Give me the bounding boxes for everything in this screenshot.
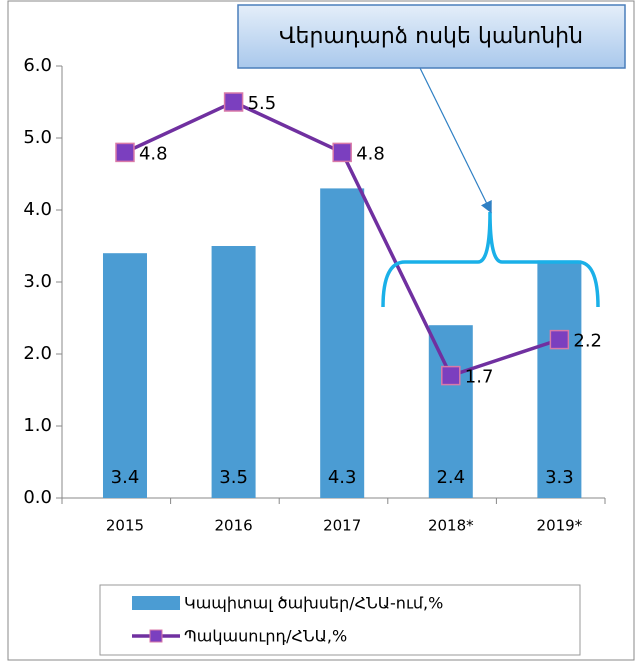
line-label: 4.8 bbox=[139, 143, 168, 164]
x-tick-label: 2018* bbox=[428, 517, 474, 535]
callout-text: Վերադարձ ոսկե կանոնին bbox=[279, 24, 583, 49]
bar-label: 2.4 bbox=[436, 467, 465, 488]
line-marker bbox=[549, 329, 570, 350]
line-marker bbox=[223, 92, 244, 112]
callout-box bbox=[237, 4, 626, 69]
bar bbox=[102, 253, 147, 498]
y-tick-label: 6.0 bbox=[23, 55, 52, 76]
bar bbox=[537, 260, 582, 498]
y-tick-label: 4.0 bbox=[23, 199, 52, 220]
line-label: 4.8 bbox=[356, 143, 385, 164]
line-marker bbox=[441, 365, 461, 386]
callout-arrow bbox=[419, 67, 492, 214]
bar bbox=[428, 325, 473, 498]
y-tick-label: 2.0 bbox=[23, 343, 52, 364]
bar bbox=[320, 188, 365, 498]
x-tick-label: 2017 bbox=[323, 517, 361, 535]
line-marker bbox=[332, 142, 352, 163]
line-label: 2.2 bbox=[573, 331, 602, 352]
line-marker bbox=[115, 142, 135, 163]
x-tick-label: 2016 bbox=[214, 517, 252, 535]
bar bbox=[211, 246, 256, 498]
plot: 0.0 1.0 2.0 3.0 4.0 5.0 6.0 2015 2016 2017 2018* 20… bbox=[23, 55, 606, 535]
x-tick-label: 2019* bbox=[537, 517, 583, 535]
bar-label: 4.3 bbox=[328, 467, 357, 488]
x-tick-label: 2015 bbox=[106, 517, 144, 535]
legend-marker bbox=[149, 629, 163, 643]
bar-label: 3.3 bbox=[545, 467, 574, 488]
y-tick-label: 0.0 bbox=[23, 487, 52, 508]
legend-swatch bbox=[132, 596, 180, 610]
line-label: 1.7 bbox=[465, 367, 494, 388]
y-tick-label: 5.0 bbox=[23, 127, 52, 148]
legend-label: Կապիտալ ծախսեր/ՀՆԱ-ում,% bbox=[184, 594, 443, 613]
chart-frame bbox=[7, 0, 635, 661]
line-label: 5.5 bbox=[248, 93, 277, 114]
bar-label: 3.5 bbox=[219, 467, 248, 488]
legend-label: Պակասուրդ/ՀՆԱ,% bbox=[184, 627, 347, 646]
y-tick-label: 1.0 bbox=[23, 415, 52, 436]
y-tick-label: 3.0 bbox=[23, 271, 52, 292]
bar-label: 3.4 bbox=[111, 467, 140, 488]
